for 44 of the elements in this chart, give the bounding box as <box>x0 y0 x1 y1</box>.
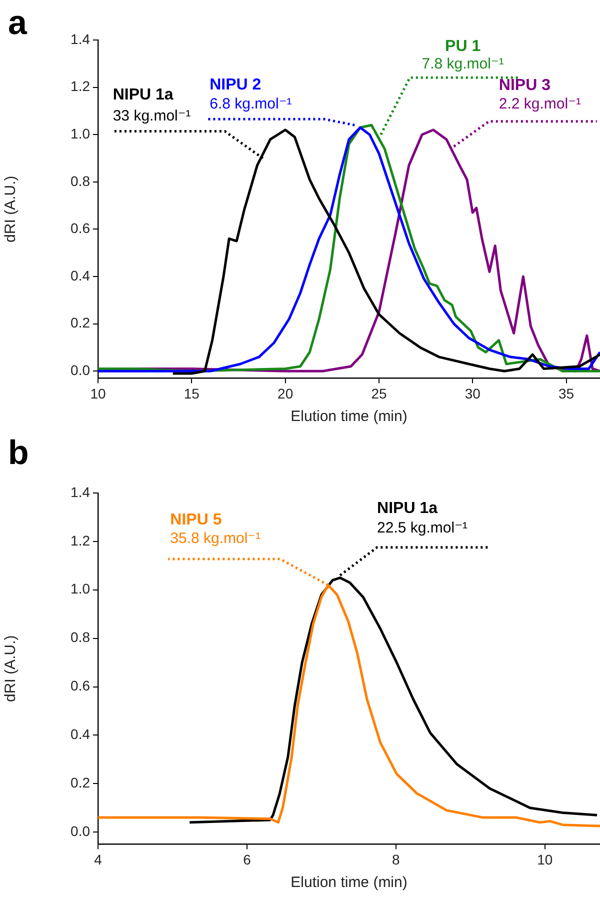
annotation: 2.2 kg.mol⁻¹ <box>498 96 582 113</box>
text: NIPU 2 <box>210 76 262 94</box>
y-tick-label: 0.8 <box>70 172 90 189</box>
y-tick-label: 1.4 <box>70 484 90 500</box>
x-tick-label: 6 <box>243 851 252 868</box>
x-tick-label: 10 <box>537 851 553 868</box>
y-tick-label: 1.0 <box>70 580 90 597</box>
x-tick-label: 15 <box>184 385 200 402</box>
y-tick-label: 0.8 <box>70 629 90 646</box>
annotation: 7.8 kg.mol⁻¹ <box>422 56 504 73</box>
y-tick-label: 1.2 <box>70 532 90 548</box>
text: PU 1 <box>445 38 481 56</box>
y-tick-label: 0.4 <box>70 726 90 742</box>
x-tick-label: 35 <box>558 385 574 402</box>
y-tick-label: 1.2 <box>70 78 90 94</box>
x-tick-label: 10 <box>90 385 106 402</box>
y-axis-title: dRI (A.U.) <box>2 176 20 242</box>
y-tick-label: 0.2 <box>70 774 90 791</box>
annotation: 22.5 kg.mol⁻¹ <box>377 519 468 536</box>
x-tick-label: 20 <box>278 385 294 402</box>
y-tick-label: 0.0 <box>70 362 90 378</box>
text: NIPU 1a <box>377 500 438 517</box>
y-tick-label: 0.4 <box>70 267 90 284</box>
y-axis-title: dRI (A.U.) <box>2 635 20 702</box>
x-tick-label: 4 <box>94 851 102 868</box>
y-tick-label: 0.2 <box>70 314 90 331</box>
x-tick-label: 30 <box>464 385 481 402</box>
text: NIPU 1a <box>112 86 174 104</box>
x-tick-label: 8 <box>392 851 400 868</box>
x-tick-label: 25 <box>371 385 387 402</box>
text: NIPU 3 <box>498 76 551 94</box>
y-tick-label: 0.6 <box>70 678 90 694</box>
y-tick-label: 1.4 <box>70 30 90 47</box>
x-axis-title: Elution time (min) <box>290 874 408 892</box>
annotation: 35.8 kg.mol⁻¹ <box>170 530 261 548</box>
y-tick-label: 1.0 <box>70 125 90 142</box>
y-tick-label: 0.0 <box>70 822 90 839</box>
chart-title: a <box>8 4 28 42</box>
annotation: 33 kg.mol⁻¹ <box>112 107 191 124</box>
y-tick-label: 0.6 <box>70 220 90 236</box>
chart-title: b <box>8 434 29 472</box>
x-axis-title: Elution time (min) <box>290 408 408 426</box>
text: NIPU 5 <box>170 511 222 528</box>
annotation: 6.8 kg.mol⁻¹ <box>210 95 292 112</box>
